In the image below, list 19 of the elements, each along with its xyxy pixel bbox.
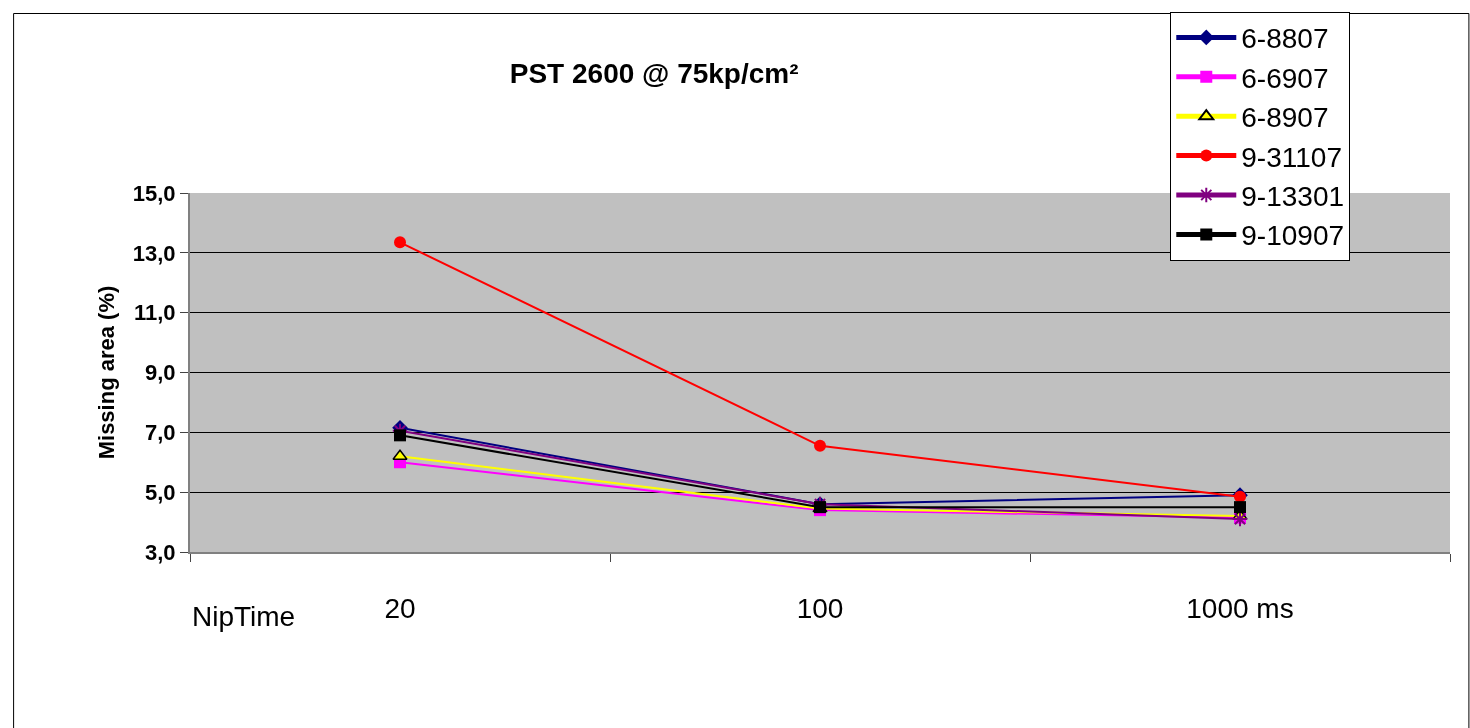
y-tick-label: 3,0 — [145, 539, 176, 565]
y-axis-title: Missing area (%) — [94, 285, 120, 460]
y-tick-label: 11,0 — [133, 300, 176, 326]
legend-label: 6-8907 — [1241, 102, 1329, 134]
y-tick-label: 15,0 — [132, 180, 176, 206]
y-tick-label: 5,0 — [145, 479, 176, 505]
x-tick-label: 1000 ms — [1186, 592, 1294, 624]
legend-label: 9-31107 — [1241, 141, 1342, 173]
y-tick-label: 9,0 — [145, 360, 176, 386]
legend-label: 6-8807 — [1241, 23, 1329, 55]
x-axis-title: NipTime — [192, 601, 296, 632]
chart-title: PST 2600 @ 75kp/cm² — [509, 57, 799, 89]
x-tick-label: 100 — [796, 592, 844, 624]
y-tick-label: 7,0 — [145, 420, 176, 446]
x-tick-label: 20 — [384, 592, 416, 624]
legend-label: 9-13301 — [1241, 180, 1345, 212]
legend-label: 6-6907 — [1241, 62, 1329, 94]
legend-label: 9-10907 — [1241, 220, 1345, 252]
y-tick-label: 13,0 — [132, 240, 176, 266]
